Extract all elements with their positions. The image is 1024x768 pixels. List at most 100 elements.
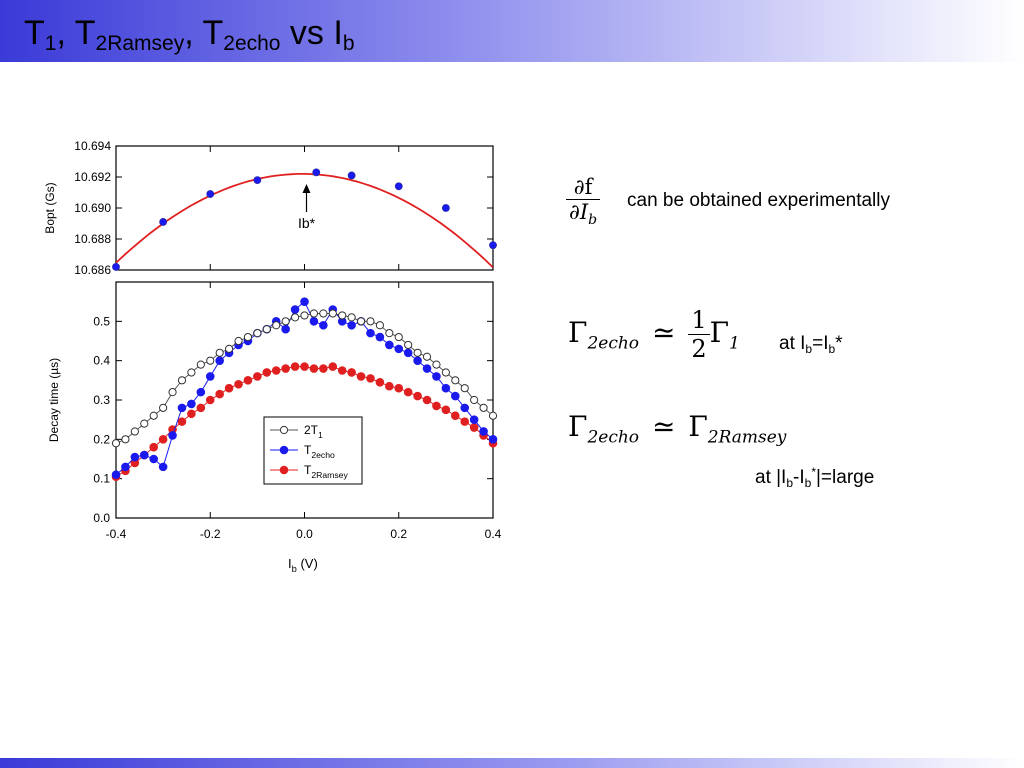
title-bar <box>0 0 1024 62</box>
df-numerator: ∂f <box>573 175 593 199</box>
data-point <box>158 462 168 472</box>
data-point <box>488 435 498 444</box>
data-point <box>158 435 168 444</box>
data-point <box>149 454 158 464</box>
plot-frame <box>115 145 494 271</box>
data-point <box>243 376 253 385</box>
data-point <box>243 332 253 342</box>
title-part: vs I <box>280 14 343 52</box>
data-point <box>121 462 130 472</box>
data-point <box>451 411 460 421</box>
y-tick-label: 0.1 <box>93 472 110 486</box>
y-tick-label: 0.5 <box>93 314 110 328</box>
title-sub: 2echo <box>223 32 281 55</box>
data-point <box>347 320 356 330</box>
data-point <box>338 311 347 320</box>
data-point <box>319 309 328 318</box>
data-point <box>300 311 309 320</box>
data-point <box>234 336 243 346</box>
data-point <box>177 417 187 426</box>
data-point <box>479 403 488 412</box>
data-point <box>422 395 432 405</box>
y-tick-label: 0.0 <box>93 511 110 525</box>
data-point <box>225 344 234 353</box>
data-point <box>469 423 479 432</box>
data-point <box>168 431 177 440</box>
data-point <box>300 362 309 371</box>
data-point <box>112 262 120 271</box>
fit-curve <box>116 173 493 269</box>
legend-label: 2T1 <box>304 423 323 440</box>
note-at-large: at |Ib-Ib*|=large <box>755 465 875 490</box>
data-point <box>187 399 196 409</box>
data-point <box>404 340 413 350</box>
data-point <box>394 344 404 354</box>
data-point <box>290 362 300 371</box>
data-point <box>272 321 281 330</box>
data-point <box>403 387 413 397</box>
title-sub: 2Ramsey <box>95 32 185 55</box>
legend-marker <box>279 465 289 475</box>
y-axis-label: Bopt (Gs) <box>43 182 57 233</box>
data-point <box>441 204 450 212</box>
y-tick-label: 0.3 <box>93 393 110 407</box>
data-point <box>168 388 177 397</box>
y-tick-label: 10.692 <box>74 170 111 184</box>
data-point <box>403 348 413 358</box>
data-point <box>488 411 498 420</box>
data-point <box>205 395 215 405</box>
data-point <box>441 368 450 377</box>
data-point <box>159 403 168 412</box>
data-point <box>479 427 488 436</box>
data-point <box>328 309 337 318</box>
y-tick-label: 0.4 <box>93 354 110 368</box>
data-point <box>347 313 356 322</box>
data-point <box>337 366 347 375</box>
data-point <box>394 182 403 191</box>
data-point <box>253 176 262 184</box>
data-point <box>187 368 196 377</box>
data-point <box>375 378 385 387</box>
data-point <box>121 435 130 444</box>
math-df-dib: ∂f ∂Ib <box>566 175 601 228</box>
chart-decay: 0.0 0.1 0.2 0.3 0.4 0.5 -0.4 -0.2 0.0 0.2 0.4 Decay… <box>47 281 502 574</box>
x-tick-label: 0.2 <box>390 527 407 541</box>
data-point <box>319 364 328 373</box>
data-point <box>356 372 366 381</box>
data-point <box>375 332 385 342</box>
y-tick-label: 10.686 <box>74 263 111 277</box>
data-point <box>206 356 215 365</box>
data-point <box>366 374 375 383</box>
data-point <box>196 403 206 413</box>
data-point <box>489 241 497 250</box>
data-point <box>413 348 422 357</box>
data-point <box>205 372 215 381</box>
legend-marker <box>279 445 289 455</box>
data-point <box>262 325 271 334</box>
data-point <box>441 405 451 415</box>
data-point <box>356 317 366 326</box>
math-eq-echo-t1: Γ2echo ≃ 1 2 Γ1 <box>568 306 740 363</box>
title-part: T <box>24 14 45 52</box>
data-point <box>432 401 441 411</box>
data-point <box>385 381 394 391</box>
data-point <box>177 403 187 413</box>
data-point <box>271 366 281 375</box>
note-at-ib-star: at Ib=Ib* <box>779 333 843 356</box>
data-point <box>385 340 394 350</box>
y-tick-label: 10.690 <box>74 201 111 215</box>
data-point <box>159 218 168 226</box>
note-obtained-experimentally: can be obtained experimentally <box>627 190 891 211</box>
data-point <box>290 305 300 314</box>
data-point <box>347 368 356 377</box>
data-point <box>422 364 432 373</box>
data-point <box>253 372 262 381</box>
title-part: , T <box>184 14 224 52</box>
data-point <box>385 329 394 338</box>
data-point <box>281 324 290 334</box>
df-denominator: ∂Ib <box>566 199 601 228</box>
data-point <box>111 470 121 480</box>
legend-marker <box>279 425 289 435</box>
data-point <box>366 317 375 326</box>
data-point <box>394 383 404 393</box>
